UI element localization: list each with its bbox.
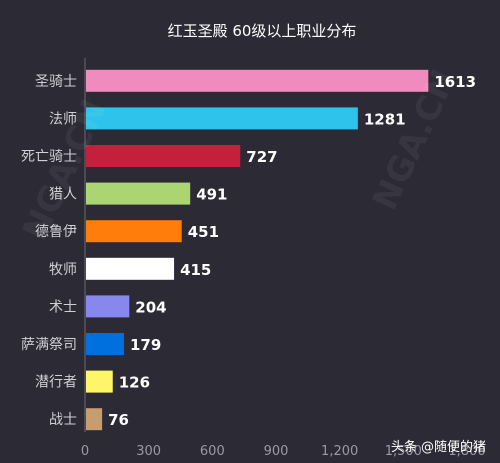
value-label: 204 — [135, 298, 166, 316]
x-tick-label: 1,800 — [448, 444, 485, 459]
bar — [86, 333, 124, 355]
x-tick-label: 600 — [200, 444, 225, 459]
value-label: 415 — [180, 261, 211, 279]
bar — [86, 69, 429, 92]
bar — [86, 107, 358, 130]
category-label: 圣骑士 — [35, 74, 77, 90]
bars-group: 圣骑士 1613 法师 1281 死亡骑士 727 猎人 491 德鲁伊 451 牧师 415 术士 20… — [21, 69, 476, 431]
chart-title: 红玉圣殿 60级以上职业分布 — [168, 22, 357, 40]
bar — [86, 295, 130, 318]
category-label: 牧师 — [49, 262, 77, 278]
value-label: 126 — [119, 374, 150, 392]
category-label: 战士 — [49, 412, 77, 428]
category-label: 德鲁伊 — [35, 224, 77, 240]
bar — [86, 408, 103, 431]
value-label: 76 — [108, 411, 129, 429]
bar — [86, 370, 113, 393]
category-label: 死亡骑士 — [21, 149, 77, 165]
value-label: 727 — [246, 148, 277, 166]
x-tick-label: 900 — [264, 444, 289, 459]
x-tick-labels: 0 300 600 900 1,200 1,500 1,800 — [81, 444, 486, 459]
value-label: 491 — [196, 186, 227, 204]
value-label: 1281 — [364, 110, 406, 128]
x-tick-label: 1,500 — [385, 444, 422, 459]
bar — [86, 257, 175, 280]
bar — [86, 145, 241, 167]
category-label: 猎人 — [49, 187, 77, 203]
value-label: 1613 — [434, 73, 476, 91]
value-label: 451 — [188, 223, 219, 241]
bar — [86, 182, 191, 205]
x-tick-label: 300 — [136, 444, 161, 459]
category-label: 法师 — [49, 111, 77, 127]
bar — [86, 220, 182, 243]
source-credit: 头条 @随便的猪 — [390, 440, 486, 455]
x-tick-label: 0 — [81, 444, 89, 459]
category-label: 潜行者 — [35, 375, 77, 391]
category-label: 术士 — [49, 299, 77, 315]
x-tick-label: 1,200 — [321, 444, 358, 459]
category-label: 萨满祭司 — [21, 337, 77, 353]
value-label: 179 — [130, 336, 161, 354]
